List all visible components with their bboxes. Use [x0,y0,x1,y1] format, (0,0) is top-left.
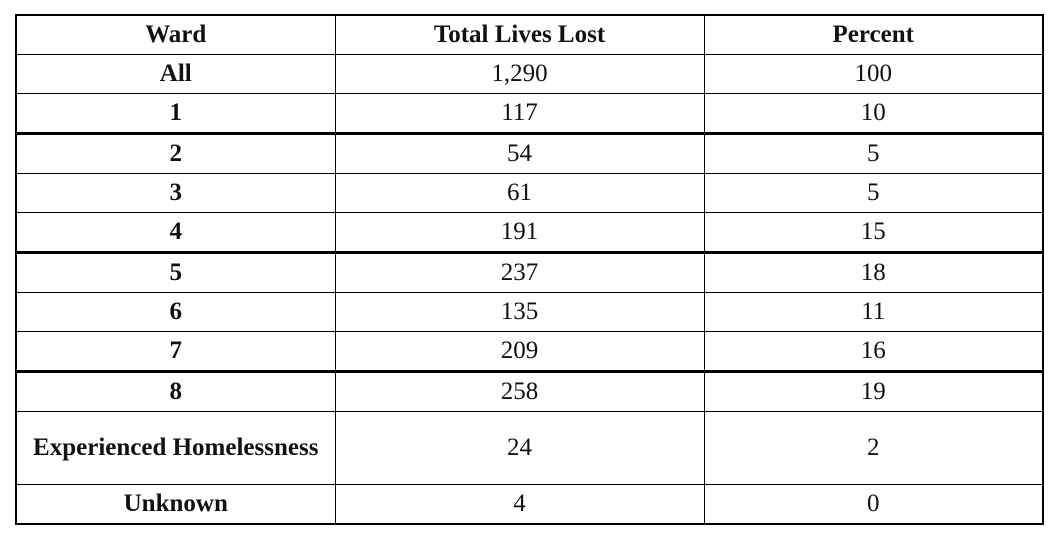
percent-cell: 5 [703,173,1044,213]
percent-cell: 5 [703,132,1044,174]
ward-cell: 6 [15,292,336,332]
ward-cell: 5 [15,251,336,293]
lives-cell: 135 [334,292,705,332]
column-header-total-lives-lost: Total Lives Lost [334,14,705,55]
ward-cell: 3 [15,173,336,213]
table-row: 5 237 18 [15,251,1044,293]
lives-cell: 237 [334,251,705,293]
percent-cell: 11 [703,292,1044,332]
table-row: Unknown 4 0 [15,484,1044,525]
percent-cell: 18 [703,251,1044,293]
ward-cell: 7 [15,331,336,372]
table-row: Experienced Homelessness 24 2 [15,411,1044,485]
percent-cell: 15 [703,212,1044,253]
lives-cell: 258 [334,370,705,412]
table-row: 8 258 19 [15,370,1044,412]
ward-cell: 1 [15,93,336,134]
lives-cell: 209 [334,331,705,372]
lives-cell: 54 [334,132,705,174]
ward-cell: Experienced Homelessness [15,411,336,485]
table-row: 4 191 15 [15,212,1044,253]
percent-cell: 10 [703,93,1044,134]
ward-cell: 8 [15,370,336,412]
lives-cell: 117 [334,93,705,134]
lives-cell: 24 [334,411,705,485]
header-row: Ward Total Lives Lost Percent [15,14,1044,55]
percent-cell: 0 [703,484,1044,525]
lives-cell: 61 [334,173,705,213]
table-row: 6 135 11 [15,292,1044,332]
lives-cell: 1,290 [334,54,705,94]
lives-cell: 4 [334,484,705,525]
table-row: 2 54 5 [15,132,1044,174]
ward-cell: All [15,54,336,94]
table-row: All 1,290 100 [15,54,1044,94]
percent-cell: 16 [703,331,1044,372]
column-header-ward: Ward [15,14,336,55]
ward-cell: 2 [15,132,336,174]
column-header-percent: Percent [703,14,1044,55]
table-row: 1 117 10 [15,93,1044,134]
table-row: 7 209 16 [15,331,1044,372]
ward-cell: Unknown [15,484,336,525]
percent-cell: 100 [703,54,1044,94]
ward-cell: 4 [15,212,336,253]
ward-lives-lost-table: Ward Total Lives Lost Percent All 1,290 … [15,14,1044,525]
percent-cell: 2 [703,411,1044,485]
percent-cell: 19 [703,370,1044,412]
table-row: 3 61 5 [15,173,1044,213]
lives-cell: 191 [334,212,705,253]
